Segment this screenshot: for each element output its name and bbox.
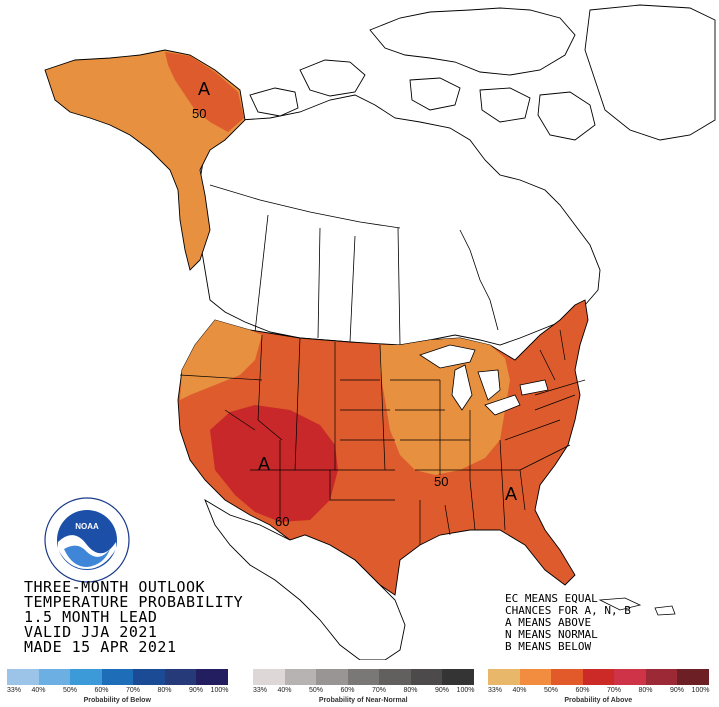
southwest-contour-label: 60 xyxy=(275,514,289,529)
scale-tick-label: 33% xyxy=(252,687,268,694)
southeast-contour-label: 50 xyxy=(434,474,448,489)
scale-below-swatch xyxy=(133,669,165,685)
scale-tick-label: 40% xyxy=(277,687,292,694)
outlook-map: A 50 A 60 A 50 xyxy=(44,4,716,660)
scale-near-normal-swatch xyxy=(379,669,411,685)
scale-above-bar xyxy=(488,669,709,685)
legend-line-1: EC MEANS EQUAL xyxy=(505,592,598,605)
scale-below-swatch xyxy=(70,669,102,685)
legend-line-4: N MEANS NORMAL xyxy=(505,628,598,641)
scale-tick-label: 80% xyxy=(638,687,653,694)
scale-below-swatch xyxy=(38,669,70,685)
scale-tick-label: 90% xyxy=(669,687,685,694)
scale-above-swatch xyxy=(614,669,646,685)
scale-tick-label: 70% xyxy=(606,687,622,694)
scale-near-normal-swatch xyxy=(410,669,442,685)
scale-tick-label: 80% xyxy=(157,687,172,694)
scale-tick-label: 80% xyxy=(403,687,418,694)
title-line-4: VALID JJA 2021 xyxy=(24,623,158,641)
southwest-above-60 xyxy=(210,405,338,522)
scale-tick-label: 100% xyxy=(456,687,475,694)
scale-below-title: Probability of Below xyxy=(83,697,151,704)
scale-above-swatch xyxy=(519,669,551,685)
alaska-above-50 xyxy=(165,52,244,132)
legend-line-2: CHANCES FOR A, N, B xyxy=(505,604,631,617)
southeast-letter: A xyxy=(505,484,517,504)
scale-tick-label: 33% xyxy=(487,687,503,694)
southwest-letter: A xyxy=(258,454,270,474)
scale-below-swatch xyxy=(7,669,39,685)
scale-tick-label: 70% xyxy=(371,687,387,694)
legend-line-3: A MEANS ABOVE xyxy=(505,616,592,629)
scale-tick-label: 60% xyxy=(94,687,109,694)
scale-above-swatch xyxy=(645,669,677,685)
scale-near-normal-bar xyxy=(253,669,474,685)
scale-above-swatch xyxy=(582,669,614,685)
scale-near-normal-swatch xyxy=(347,669,379,685)
scale-tick-label: 60% xyxy=(575,687,590,694)
scale-tick-label: 90% xyxy=(188,687,204,694)
scale-above-swatch xyxy=(488,669,520,685)
scale-near-normal-swatch xyxy=(316,669,348,685)
scale-tick-label: 100% xyxy=(210,687,229,694)
scale-tick-label: 90% xyxy=(434,687,450,694)
title-line-5: MADE 15 APR 2021 xyxy=(24,638,177,656)
scale-tick-label: 33% xyxy=(6,687,22,694)
scale-below-swatch xyxy=(101,669,133,685)
canada-province-lines xyxy=(209,184,499,346)
scale-tick-label: 70% xyxy=(125,687,141,694)
legend-line-5: B MEANS BELOW xyxy=(505,640,592,653)
svg-text:NOAA: NOAA xyxy=(75,522,99,531)
alaska-region xyxy=(44,49,246,271)
title-line-1: THREE-MONTH OUTLOOK xyxy=(24,578,206,596)
scale-tick-label: 40% xyxy=(31,687,46,694)
scale-tick-label: 50% xyxy=(543,687,559,694)
great-lakes xyxy=(419,344,549,416)
mexico-region xyxy=(204,498,406,660)
west-coast-above-40 xyxy=(180,320,262,400)
scale-below-swatch xyxy=(164,669,196,685)
alaska-letter: A xyxy=(198,79,210,99)
title-line-2: TEMPERATURE PROBABILITY xyxy=(24,593,244,611)
ec-legend: EC MEANS EQUAL CHANCES FOR A, N, B A MEA… xyxy=(505,593,705,653)
scale-below-swatch xyxy=(196,669,228,685)
caribbean-islands xyxy=(598,597,676,616)
scale-above-swatch xyxy=(551,669,583,685)
scale-near-normal-swatch xyxy=(442,669,474,685)
scale-above-swatch xyxy=(677,669,709,685)
alaska-contour-label: 50 xyxy=(192,106,206,121)
scale-above-title: Probability of Above xyxy=(564,697,633,704)
scale-tick-label: 60% xyxy=(340,687,355,694)
scale-near-normal-title: Probability of Near-Normal xyxy=(318,697,408,704)
title-block: THREE-MONTH OUTLOOK TEMPERATURE PROBABIL… xyxy=(24,580,324,655)
midwest-above-40 xyxy=(380,338,510,475)
scale-near-normal-swatch xyxy=(284,669,316,685)
arctic-islands xyxy=(249,7,596,141)
scale-near-normal-swatch xyxy=(253,669,285,685)
scale-tick-label: 50% xyxy=(62,687,78,694)
scale-tick-label: 50% xyxy=(308,687,324,694)
noaa-logo: NOAA xyxy=(44,497,130,583)
conus-region xyxy=(177,299,589,596)
state-lines xyxy=(179,329,586,545)
scale-tick-label: 40% xyxy=(512,687,527,694)
greenland-region xyxy=(584,4,716,141)
scale-below-bar xyxy=(7,669,228,685)
scale-tick-label: 100% xyxy=(691,687,710,694)
title-line-3: 1.5 MONTH LEAD xyxy=(24,608,158,626)
